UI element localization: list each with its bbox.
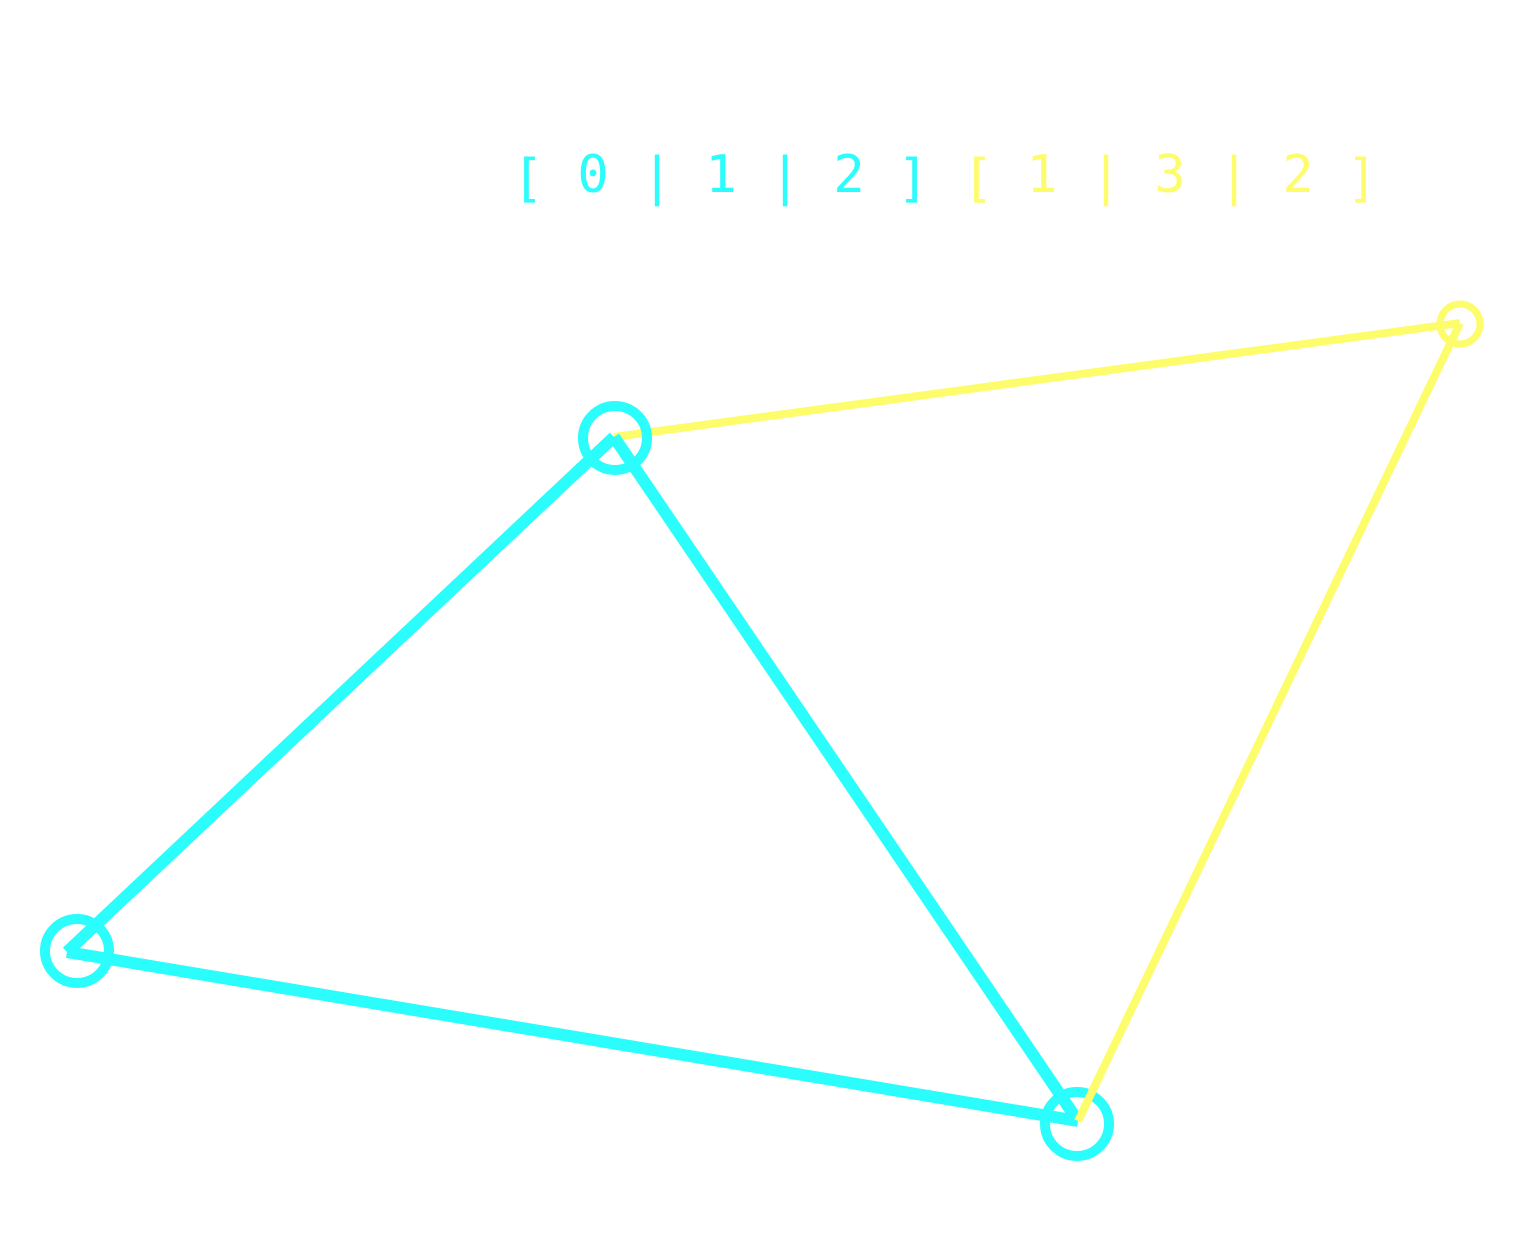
index-group-triangle-b: [ 1 | 3 | 2 ]: [962, 145, 1377, 209]
edge-b-1-3: [613, 319, 1461, 441]
separator-b-1: |: [1090, 147, 1121, 207]
index-a-0: 0: [577, 145, 608, 205]
bracket-open-a: [: [512, 149, 543, 209]
vertex-0-marker: [40, 914, 114, 988]
separator-a-1: |: [641, 147, 672, 207]
edge-b-2-tip: [1074, 1073, 1104, 1123]
index-group-triangle-a: [ 0 | 1 | 2 ]: [512, 145, 928, 209]
vertex-3-marker: [1436, 300, 1484, 348]
index-a-2: 2: [833, 145, 864, 205]
separator-b-2: |: [1218, 147, 1249, 207]
edge-a-1-2: [609, 433, 1083, 1125]
index-b-1: 3: [1154, 145, 1185, 205]
separator-a-2: |: [769, 147, 800, 207]
bracket-close-a: ]: [897, 149, 928, 209]
edge-a-2-0: [66, 946, 1079, 1127]
triangle-a: [62, 432, 1083, 1127]
triangle-b: [613, 319, 1464, 1123]
bracket-close-b: ]: [1346, 149, 1377, 209]
index-a-1: 1: [705, 145, 736, 205]
vertex-2-marker: [1040, 1087, 1114, 1161]
bracket-open-b: [: [962, 149, 993, 209]
vertex-1-marker: [578, 401, 652, 475]
index-b-2: 2: [1282, 145, 1313, 205]
edge-a-0-1: [62, 432, 619, 957]
index-b-0: 1: [1026, 145, 1057, 205]
edge-b-3-2: [1074, 321, 1464, 1123]
